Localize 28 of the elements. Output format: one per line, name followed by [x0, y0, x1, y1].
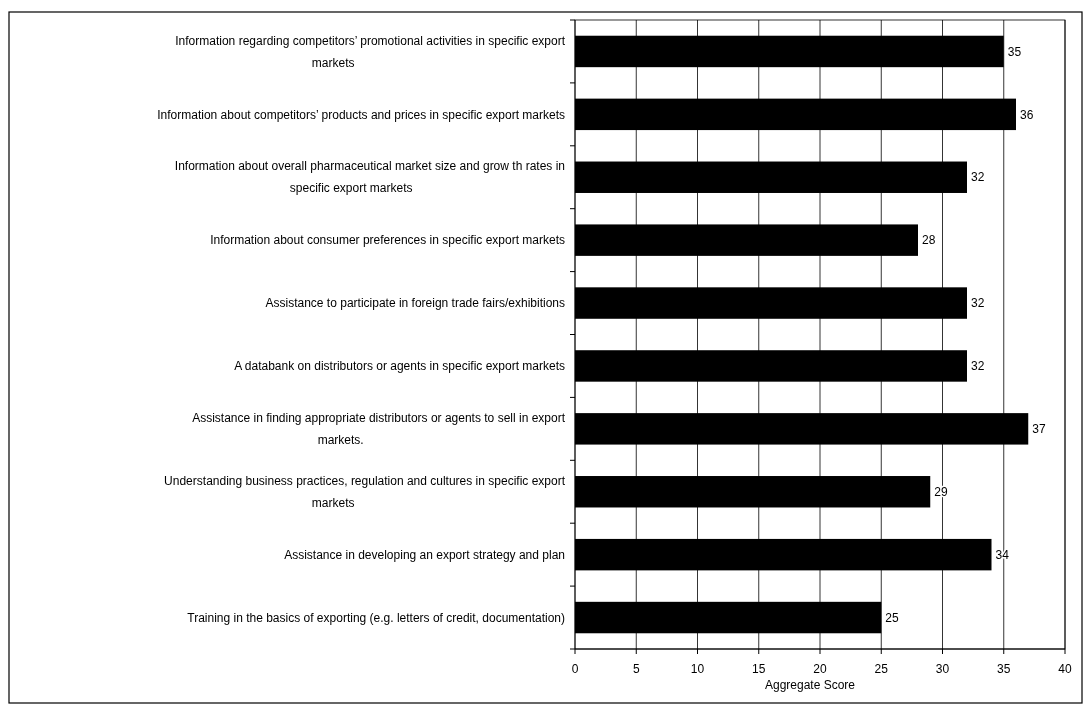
- data-label: 32: [971, 296, 985, 311]
- y-tick-label: Assistance in finding appropriate distributors or agents to sell in export markets.: [192, 411, 566, 448]
- y-tick-label: Assistance to participate in foreign trade fairs/exhibitions: [265, 296, 565, 311]
- y-tick-label: Information regarding competitors’ promotional activities in specific export markets: [175, 33, 566, 70]
- data-label: 32: [971, 170, 985, 185]
- y-tick-label: Assistance in developing an export strategy and plan: [284, 547, 565, 562]
- x-tick-label: 0: [571, 662, 579, 676]
- data-label: 32: [971, 359, 985, 374]
- y-tick-label: Information about consumer preferences in specific export markets: [210, 233, 565, 248]
- x-tick-label: 20: [813, 662, 827, 676]
- data-label: 36: [1020, 107, 1034, 122]
- y-tick-label: Understanding business practices, regulation and cultures in specific export markets: [164, 473, 566, 510]
- y-tick-label: Information about overall pharmaceutical market size and grow th rates in specific export markets: [174, 159, 565, 196]
- x-tick-label: 40: [1058, 662, 1072, 676]
- x-tick-label: 35: [997, 662, 1011, 676]
- x-tick-label: 5: [632, 662, 640, 676]
- data-label: 25: [885, 610, 899, 625]
- y-tick-label: Information about competitors’ products and prices in specific export markets: [157, 107, 565, 122]
- x-tick-label: 30: [935, 662, 950, 676]
- data-label: 37: [1032, 422, 1046, 437]
- x-tick-label: 15: [752, 662, 766, 676]
- x-tick-label: 10: [690, 662, 705, 676]
- y-tick-label: A databank on distributors or agents in specific export markets: [234, 359, 565, 374]
- x-axis-title: Aggregate Score: [764, 678, 856, 692]
- data-label: 35: [1007, 44, 1022, 59]
- x-tick-label: 25: [874, 662, 889, 676]
- data-label: 28: [922, 233, 936, 248]
- y-tick-label: Training in the basics of exporting (e.g. letters of credit, documentation): [187, 610, 565, 625]
